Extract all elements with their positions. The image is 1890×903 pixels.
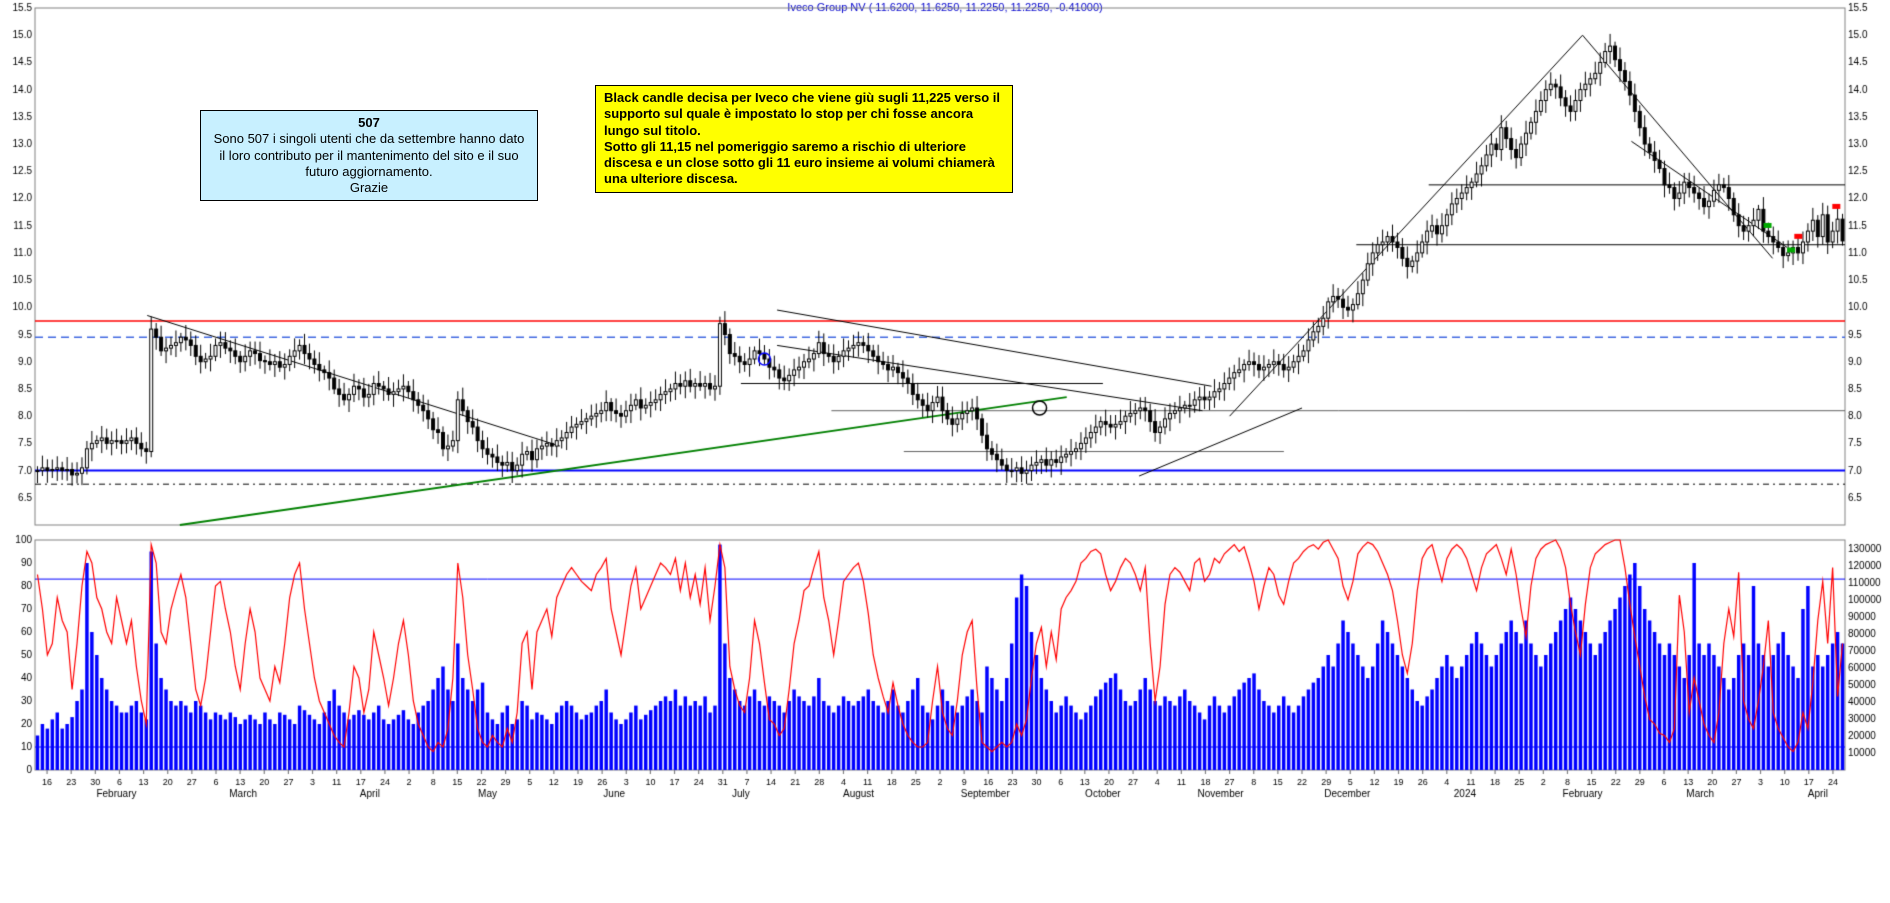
note-box-yellow: Black candle decisa per Iveco che viene …: [595, 85, 1013, 193]
note-blue-title: 507: [209, 115, 529, 131]
note-blue-footer: Grazie: [209, 180, 529, 196]
note-box-blue: 507 Sono 507 i singoli utenti che da set…: [200, 110, 538, 201]
note-yellow-body: Black candle decisa per Iveco che viene …: [604, 90, 1004, 188]
note-blue-body: Sono 507 i singoli utenti che da settemb…: [209, 131, 529, 180]
